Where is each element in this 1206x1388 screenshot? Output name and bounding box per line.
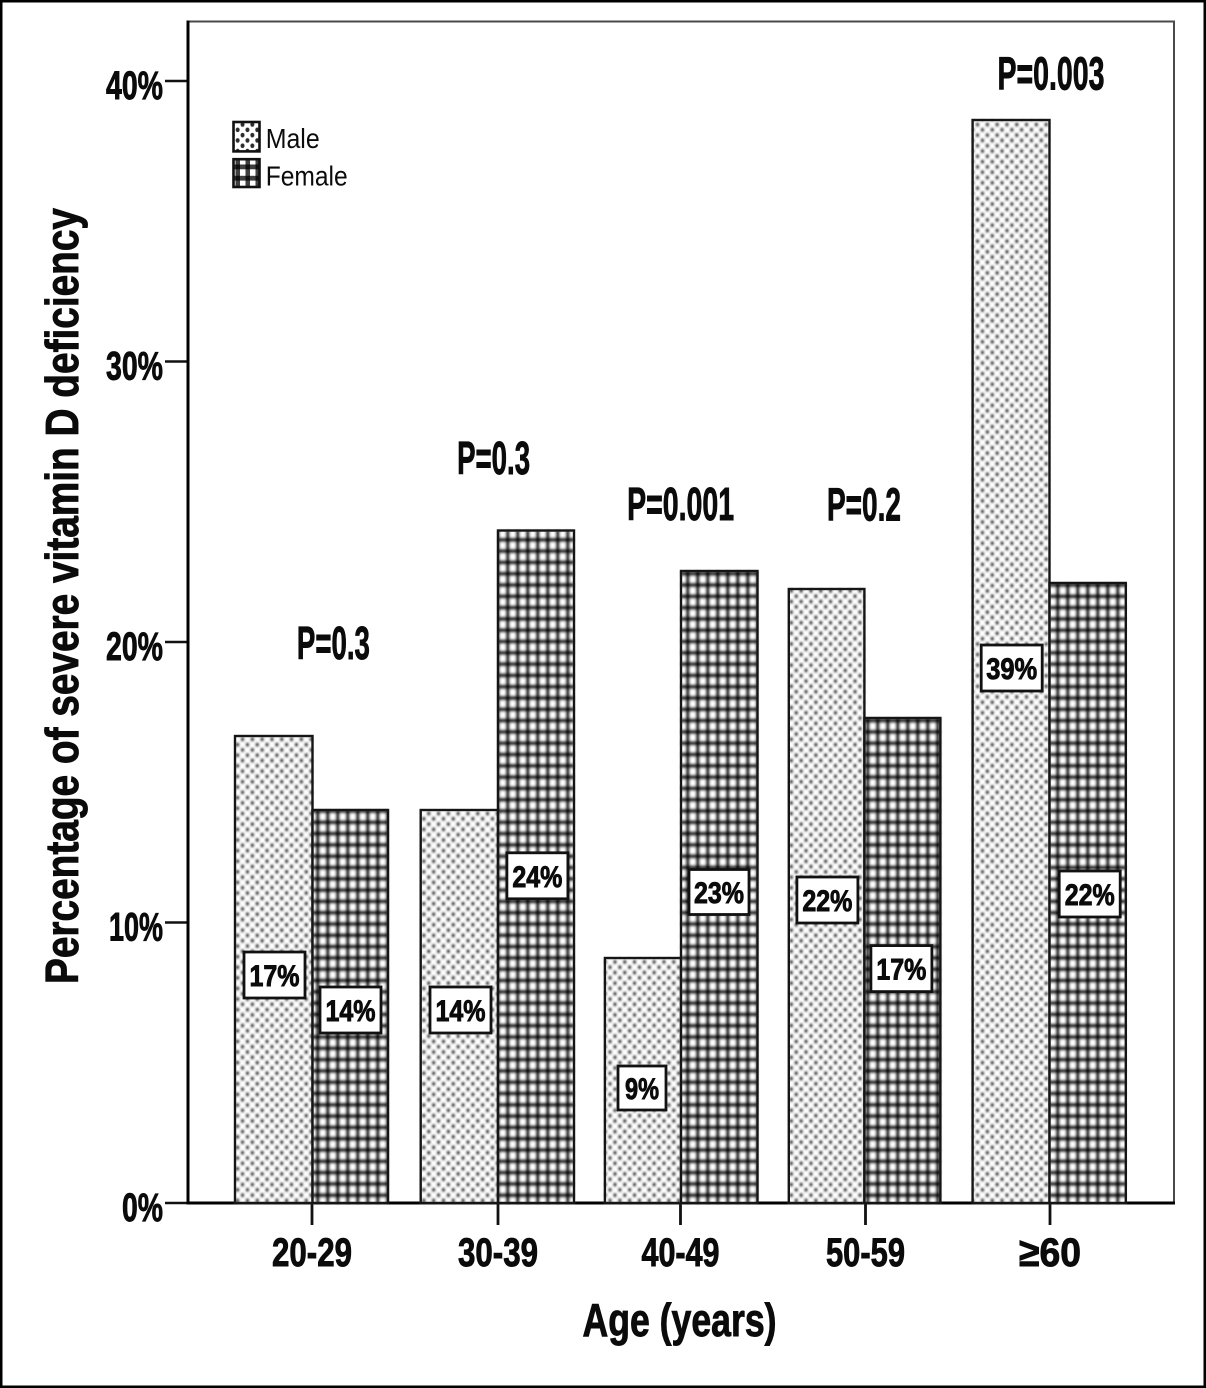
svg-text:39%: 39% (986, 653, 1037, 686)
svg-text:22%: 22% (802, 885, 852, 918)
svg-text:Percentage of severe vitamin D: Percentage of severe vitamin D deficienc… (36, 208, 88, 984)
svg-text:Male: Male (266, 123, 320, 154)
svg-text:9%: 9% (625, 1073, 659, 1106)
svg-text:20%: 20% (106, 625, 163, 669)
svg-text:P=0.2: P=0.2 (827, 478, 901, 530)
svg-text:P=0.3: P=0.3 (457, 432, 530, 484)
svg-text:14%: 14% (326, 995, 376, 1028)
svg-text:30-39: 30-39 (458, 1231, 538, 1275)
svg-text:40%: 40% (106, 64, 163, 108)
svg-text:40-49: 40-49 (642, 1231, 720, 1275)
svg-text:20-29: 20-29 (272, 1231, 352, 1275)
svg-text:P=0.3: P=0.3 (297, 617, 370, 669)
svg-text:P=0.003: P=0.003 (998, 47, 1105, 99)
svg-text:0%: 0% (122, 1186, 163, 1230)
svg-text:≥60: ≥60 (1019, 1231, 1081, 1275)
svg-text:22%: 22% (1065, 879, 1115, 912)
svg-text:30%: 30% (106, 345, 163, 389)
svg-text:10%: 10% (109, 906, 163, 950)
svg-text:24%: 24% (512, 861, 562, 894)
svg-text:Female: Female (266, 160, 348, 191)
svg-text:17%: 17% (876, 954, 926, 987)
svg-text:14%: 14% (436, 995, 486, 1028)
svg-text:Age (years): Age (years) (583, 1294, 777, 1346)
svg-text:P=0.001: P=0.001 (627, 478, 734, 530)
svg-text:50-59: 50-59 (826, 1231, 905, 1275)
svg-text:23%: 23% (694, 877, 744, 910)
svg-text:17%: 17% (250, 960, 300, 993)
